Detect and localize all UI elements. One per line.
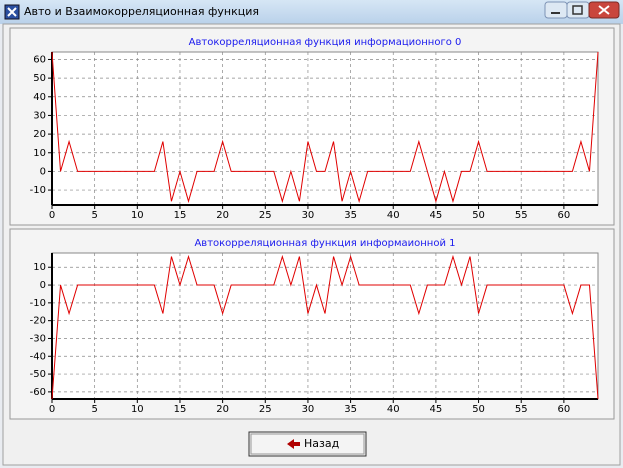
- y-tick-label: 10: [33, 148, 46, 159]
- x-tick-label: 25: [259, 404, 272, 415]
- x-tick-label: 55: [515, 210, 528, 221]
- chart-title: Автокорреляционная функция информационно…: [189, 37, 462, 48]
- x-tick-label: 60: [558, 404, 571, 415]
- x-tick-label: 15: [174, 404, 187, 415]
- y-tick-label: 10: [33, 262, 46, 273]
- x-tick-label: 30: [302, 404, 315, 415]
- close-glyph: [598, 5, 610, 15]
- y-tick-label: -20: [30, 316, 46, 327]
- y-tick-label: 0: [40, 280, 46, 291]
- y-tick-label: -30: [30, 333, 46, 344]
- y-tick-label: -10: [30, 185, 46, 196]
- plot-area: [51, 51, 599, 206]
- x-tick-label: 40: [387, 210, 400, 221]
- x-tick-label: 55: [515, 404, 528, 415]
- data-line: [51, 51, 599, 204]
- x-tick-label: 10: [131, 404, 144, 415]
- x-tick-label: 10: [131, 210, 144, 221]
- x-tick-label: 45: [430, 404, 443, 415]
- y-tick-label: -50: [30, 369, 46, 380]
- x-tick-label: 20: [216, 210, 229, 221]
- x-tick-label: 35: [344, 210, 357, 221]
- data-line: [51, 254, 599, 400]
- x-tick-label: 5: [91, 210, 97, 221]
- x-tick-label: 45: [430, 210, 443, 221]
- app-icon-glyph: [7, 7, 17, 17]
- plot-area: [51, 252, 599, 400]
- y-tick-label: -10: [30, 298, 46, 309]
- title-bar: [0, 0, 623, 24]
- x-tick-label: 15: [174, 210, 187, 221]
- x-tick-label: 30: [302, 210, 315, 221]
- x-tick-label: 5: [91, 404, 97, 415]
- y-tick-label: 60: [33, 54, 46, 65]
- y-tick-label: 30: [33, 110, 46, 121]
- x-tick-label: 60: [558, 210, 571, 221]
- y-tick-label: -60: [30, 387, 46, 398]
- y-tick-label: -40: [30, 351, 46, 362]
- y-tick-label: 50: [33, 73, 46, 84]
- x-tick-label: 50: [472, 210, 485, 221]
- window-title: Авто и Взаимокорреляционная функция: [24, 5, 259, 18]
- maximize-button[interactable]: [566, 1, 590, 19]
- y-tick-label: 40: [33, 92, 46, 103]
- y-tick-label: 20: [33, 129, 46, 140]
- x-tick-label: 35: [344, 404, 357, 415]
- x-tick-label: 25: [259, 210, 272, 221]
- x-tick-label: 0: [49, 404, 55, 415]
- back-button-label: Назад: [304, 437, 340, 450]
- back-arrow: [287, 439, 300, 449]
- maximize-glyph: [572, 5, 583, 15]
- chart-title: Автокорреляционная функция информаионной…: [194, 238, 455, 249]
- x-tick-label: 40: [387, 404, 400, 415]
- x-tick-label: 50: [472, 404, 485, 415]
- back-button-inner: [250, 433, 365, 455]
- y-tick-label: 0: [40, 166, 46, 177]
- x-tick-label: 0: [49, 210, 55, 221]
- x-tick-label: 20: [216, 404, 229, 415]
- minimize-button[interactable]: [544, 1, 568, 19]
